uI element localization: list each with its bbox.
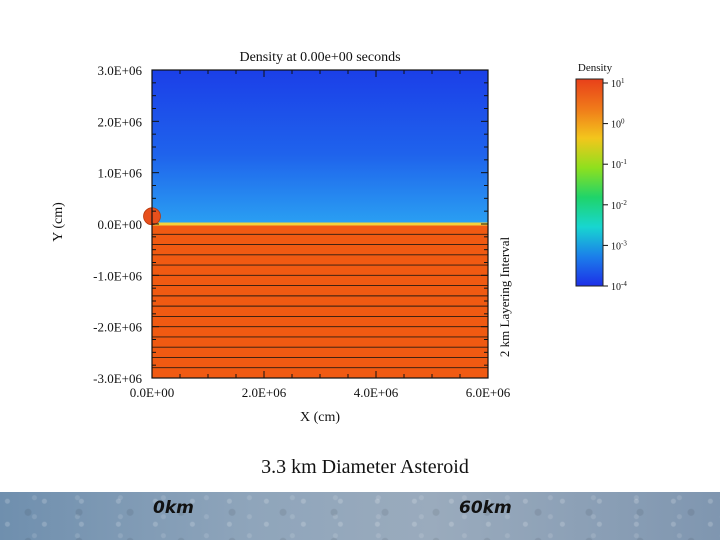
footer-right-label: 60km [459,498,512,518]
colorbar-tick-label: 10-3 [611,239,627,252]
y-tick-label: 3.0E+06 [97,63,142,78]
x-tick-label: 6.0E+06 [466,385,511,400]
y-axis-label: Y (cm) [51,202,66,242]
y-tick-label: 1.0E+06 [97,166,142,181]
footer-left-label: 0km [153,498,194,518]
chart-title: Density at 0.00e+00 seconds [239,50,400,65]
density-colorbar: Density 101 100 10-1 10-2 10-3 10-4 [575,62,627,293]
footer-band: 0km 60km [0,492,720,540]
y-tick-label: 2.0E+06 [97,114,142,129]
colorbar-gradient [575,78,604,287]
colorbar-tick-label: 10-1 [611,158,627,171]
y-tick-label: -3.0E+06 [93,371,142,386]
x-tick-label: 2.0E+06 [242,385,287,400]
colorbar-tick-label: 100 [611,118,625,131]
colorbar-tick-label: 10-2 [611,199,627,212]
asteroid-caption: 3.3 km Diameter Asteroid [261,456,469,478]
colorbar-label: Density [578,62,613,74]
colorbar-tick-label: 101 [611,77,625,90]
ground-region [152,224,488,378]
y-tick-label: -1.0E+06 [93,268,142,283]
colorbar-tick-label: 10-4 [611,280,627,293]
y-tick-label: 0.0E+00 [97,217,142,232]
layering-interval-label: 2 km Layering Interval [497,237,512,358]
colorbar-ticks: 101 100 10-1 10-2 10-3 10-4 [603,77,627,293]
y-axis-ticks: 3.0E+06 2.0E+06 1.0E+06 0.0E+00 -1.0E+06 -2.0… [93,63,142,386]
plot-area [143,69,489,379]
x-tick-label: 4.0E+06 [354,385,399,400]
x-axis-ticks: 0.0E+00 2.0E+06 4.0E+06 6.0E+06 [130,385,511,400]
x-tick-label: 0.0E+00 [130,385,175,400]
x-axis-label: X (cm) [300,410,340,425]
y-tick-label: -2.0E+06 [93,320,142,335]
atmosphere-region [152,70,488,224]
